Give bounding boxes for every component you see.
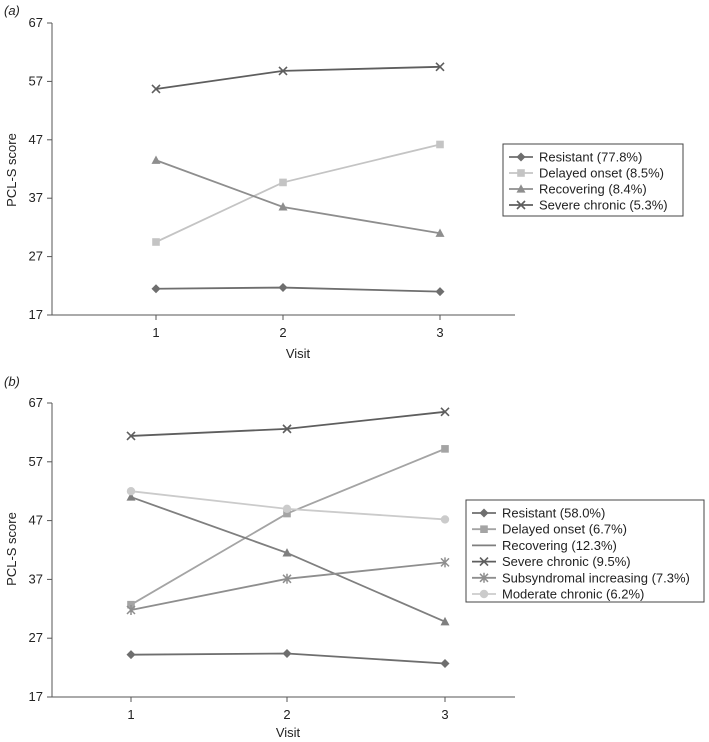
data-point [282,424,292,434]
series-line [155,143,441,243]
data-point [440,658,450,668]
x-tick-label: 3 [436,325,443,340]
series-line [130,448,446,606]
legend-box [502,143,684,217]
x-axis-title: Visit [286,346,311,361]
data-point [126,604,136,615]
data-point [436,140,444,149]
legend-entry: Delayed onset (6.7%) [502,522,627,537]
data-point [278,283,288,293]
data-point [282,648,292,658]
series-6 [126,487,450,524]
legend-entry: Severe chronic (9.5%) [502,554,631,569]
data-point [151,84,161,94]
data-point [282,548,292,557]
data-point [152,238,160,246]
series-3 [126,492,450,626]
series-2 [152,140,444,246]
legend-entry: Subsyndromal increasing (7.3%) [502,570,690,585]
y-tick-label: 27 [29,630,43,645]
y-tick-label: 17 [29,689,43,704]
y-tick-label: 37 [29,190,43,205]
series-1 [126,648,450,668]
data-point [151,284,161,294]
data-point [278,66,288,76]
data-point [127,600,135,609]
chart-panel-1: (a) 17 27 37 47 57 67 1 2 3 Visit PCL-S score Resist… [4,3,684,361]
data-point [126,492,136,501]
legend: Resistant (77.8%)Delayed onset (8.5%)Rec… [502,143,684,217]
legend-entry: Recovering (8.4%) [539,182,647,197]
legend-swatch-marker [517,169,525,177]
y-axis-title: PCL-S score [4,512,19,586]
x-tick-label: 1 [152,325,159,340]
legend: Resistant (58.0%)Delayed onset (6.7%)Rec… [465,499,705,603]
x-axis-title: Visit [276,725,301,740]
legend-entry: Resistant (77.8%) [539,150,642,165]
legend-swatch-marker [479,508,489,518]
data-point [441,445,449,453]
y-tick-label: 27 [29,249,43,264]
y-tick-label: 67 [29,15,43,30]
series-line [155,65,441,90]
data-point [282,504,292,514]
data-point [126,487,136,496]
legend-swatch-marker [516,152,526,162]
data-point [126,650,136,660]
panel-label: (a) [4,3,20,18]
series-2 [127,445,449,609]
legend-swatch-marker [516,184,526,193]
series-3 [151,155,445,237]
y-tick-label: 67 [29,395,43,410]
legend-swatch-marker [516,200,526,210]
series-4 [151,62,445,94]
series-line [130,410,446,437]
series-1 [151,283,445,297]
legend-entry: Delayed onset (8.5%) [539,166,664,181]
x-tick-label: 3 [441,707,448,722]
y-tick-label: 47 [29,513,43,528]
x-tick-label: 2 [283,707,290,722]
data-point [279,178,287,187]
y-tick-label: 57 [29,73,43,88]
y-tick-label: 37 [29,571,43,586]
legend-swatch-marker [480,525,488,533]
y-tick-label: 17 [29,307,43,322]
data-point [440,616,450,626]
data-point [283,509,291,518]
legend-swatch-marker [479,589,489,599]
legend-entry: Moderate chronic (6.2%) [502,587,644,602]
legend-box [465,499,705,603]
x-tick-label: 2 [279,325,286,340]
series-line [130,561,446,611]
data-point [440,515,450,524]
legend-swatch-marker [479,572,489,583]
series-4 [126,407,450,441]
series-line [155,286,441,293]
y-tick-label: 47 [29,132,43,147]
legend-entry: Recovering (12.3%) [502,538,617,553]
y-tick-label: 57 [29,454,43,469]
legend-swatch-marker [479,557,489,567]
y-axis-title: PCL-S score [4,133,19,207]
data-point [435,62,445,72]
data-point [440,557,450,568]
legend-entry: Severe chronic (5.3%) [539,198,668,213]
legend-entry: Resistant (58.0%) [502,506,605,521]
data-point [435,287,445,297]
data-point [126,431,136,441]
data-point [440,407,450,417]
data-point [435,228,445,237]
chart-panel-2: (b) 17 27 37 47 57 67 1 2 3 Visit PCL-S score Resist… [4,374,705,740]
x-tick-label: 1 [127,707,134,722]
data-point [278,202,288,211]
series-5 [126,557,450,615]
panel-label: (b) [4,374,20,389]
data-point [151,155,161,164]
data-point [282,573,292,584]
